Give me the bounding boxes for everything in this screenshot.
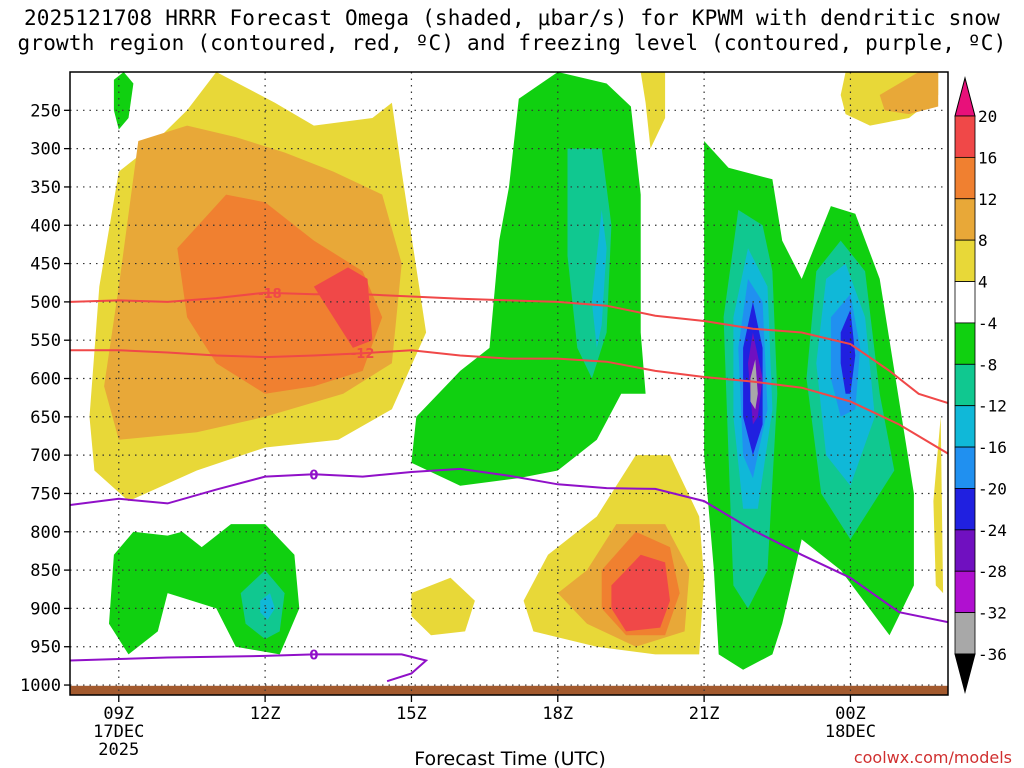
colorbar-band-1 — [954, 156, 976, 200]
colorbar-label-4: 4 — [978, 273, 988, 292]
colorbar-band-7 — [954, 405, 976, 448]
y-tick-label-900: 900 — [30, 599, 61, 619]
colorbar-band-12 — [954, 612, 976, 655]
x-tick-label-09Z: 09Z — [103, 704, 134, 724]
ground-bar — [70, 685, 948, 695]
shade-green-tall-inner2-neg — [591, 209, 607, 348]
x-axis-label: Forecast Time (UTC) — [414, 748, 605, 768]
y-tick-label-700: 700 — [30, 446, 61, 466]
x-tick-date-09Z: 17DEC — [93, 722, 144, 742]
y-tick-label-800: 800 — [30, 523, 61, 543]
title-line-2: growth region (contoured, red, ºC) and f… — [17, 31, 1007, 55]
colorbar-band-6 — [954, 363, 976, 407]
contour-frz-lower-0 — [70, 653, 429, 683]
x-tick-label-15Z: 15Z — [396, 704, 427, 724]
shade-cyan-lowleft-neg — [260, 593, 275, 620]
colorbar-label--20: -20 — [978, 479, 1007, 498]
contour-label-dgz-minus18: -18 — [258, 287, 282, 302]
chart-title: 2025121708 HRRR Forecast Omega (shaded, … — [0, 6, 1024, 56]
shade-gray-right-neg — [750, 359, 758, 410]
contour-label-dgz-minus12: -12 — [351, 347, 375, 362]
y-tick-label-950: 950 — [30, 638, 61, 658]
plot-frame — [69, 71, 949, 696]
colorbar-label--8: -8 — [978, 355, 997, 374]
shade-green-tall-neg — [411, 72, 646, 486]
colorbar-label-8: 8 — [978, 231, 988, 250]
colorbar-band-11 — [954, 570, 976, 614]
shade-green-small-top-neg — [113, 72, 134, 130]
credit-link[interactable]: coolwx.com/models — [854, 748, 1012, 767]
colorbar-band-8 — [954, 446, 976, 489]
shade-darkblue-right2-neg — [840, 309, 856, 394]
shade-upper-red-pos — [313, 267, 373, 348]
y-tick-label-1000: 1000 — [20, 676, 61, 696]
x-tick-label-00Z: 00Z — [835, 704, 866, 724]
temperature-contours: -18 -12 0 0 — [70, 287, 948, 683]
colorbar-label--12: -12 — [978, 397, 1007, 416]
y-axis: 250 300 350 400 450 500 550 600 650 700 750 800 850 9… — [20, 101, 70, 696]
colorbar-label--24: -24 — [978, 521, 1007, 540]
x-tick-year-09Z: 2025 — [98, 740, 139, 760]
colorbar-band-2 — [954, 198, 976, 241]
contour-frz-upper-0 — [70, 467, 948, 624]
colorbar-band-9 — [954, 488, 976, 531]
shade-low-red-pos — [611, 554, 670, 632]
shade-yellow-right-edge-pos — [933, 416, 944, 594]
colorbar-band-10 — [954, 529, 976, 572]
colorbar-label--36: -36 — [978, 645, 1007, 664]
contour-dgz-minus12 — [70, 349, 948, 455]
omega-shading — [89, 72, 944, 670]
colorbar-band-3 — [954, 239, 976, 282]
colorbar-band-4 — [954, 281, 976, 324]
title-line-1: 2025121708 HRRR Forecast Omega (shaded, … — [23, 6, 1001, 30]
colorbar-label--32: -32 — [978, 604, 1007, 623]
y-tick-label-850: 850 — [30, 561, 61, 581]
colorbar-label--4: -4 — [978, 314, 997, 333]
contour-label-frz-upper-0: 0 — [309, 468, 318, 483]
colorbar-label--16: -16 — [978, 438, 1007, 457]
contour-dgz-minus18 — [70, 291, 948, 404]
colorbar-top-arrow — [954, 76, 976, 117]
colorbar-label-12: 12 — [978, 190, 997, 209]
y-tick-label-500: 500 — [30, 293, 61, 313]
y-tick-label-350: 350 — [30, 178, 61, 198]
y-tick-label-450: 450 — [30, 255, 61, 275]
y-tick-label-750: 750 — [30, 484, 61, 504]
shade-top-right-orange-pos — [879, 72, 939, 115]
shade-top-mid-yellow-pos — [640, 72, 666, 149]
contour-label-frz-lower-0: 0 — [309, 648, 318, 663]
y-tick-label-400: 400 — [30, 216, 61, 236]
colorbar-label--28: -28 — [978, 562, 1007, 581]
y-tick-label-550: 550 — [30, 331, 61, 351]
x-tick-label-12Z: 12Z — [250, 704, 281, 724]
x-tick-label-21Z: 21Z — [689, 704, 720, 724]
y-tick-label-600: 600 — [30, 370, 61, 390]
y-tick-label-250: 250 — [30, 101, 61, 121]
y-tick-label-650: 650 — [30, 408, 61, 428]
colorbar: 20 16 12 8 4 -4 -8 -12 -16 -20 -24 -28 -32 -36 — [954, 76, 1007, 694]
shade-low-left-yellow-pos — [411, 577, 475, 636]
colorbar-label-20: 20 — [978, 107, 997, 126]
x-tick-label-18Z: 18Z — [542, 704, 573, 724]
colorbar-label-16: 16 — [978, 148, 997, 167]
y-tick-label-300: 300 — [30, 140, 61, 160]
x-tick-date-00Z: 18DEC — [825, 722, 876, 742]
colorbar-bottom-arrow — [954, 653, 976, 694]
plot-area: -18 -12 0 0 — [69, 71, 949, 696]
colorbar-band-0 — [954, 115, 976, 158]
colorbar-band-5 — [954, 322, 976, 365]
shade-upper-orange2-pos — [177, 194, 383, 394]
